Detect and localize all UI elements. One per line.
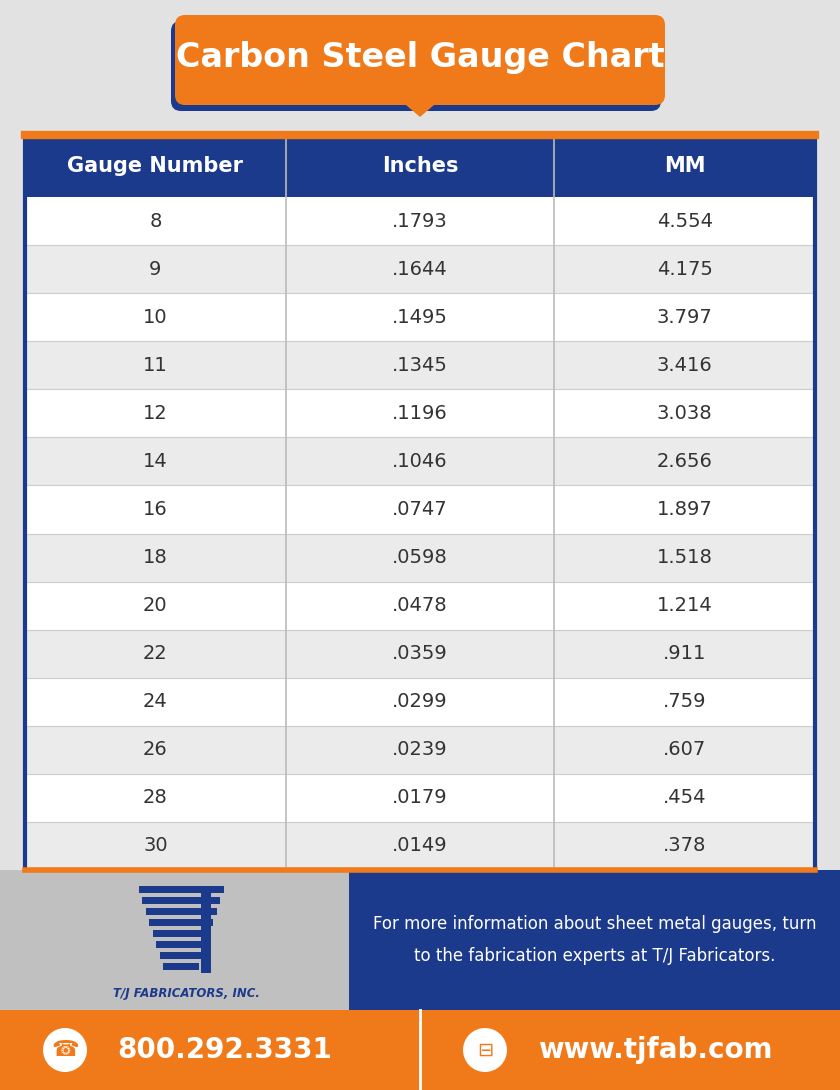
Text: .0179: .0179 [392,788,448,808]
Bar [25,245,815,293]
Text: 1.897: 1.897 [657,500,712,519]
Ellipse shape [43,1028,87,1071]
Bar [156,941,207,947]
Bar [25,678,815,726]
Text: .911: .911 [663,644,706,663]
Text: .0149: .0149 [392,836,448,856]
Text: 26: 26 [143,740,168,760]
Bar [0,1010,840,1090]
Text: .0598: .0598 [392,548,448,567]
Bar [25,582,815,630]
Bar [153,930,210,936]
Text: T/J FABRICATORS, INC.: T/J FABRICATORS, INC. [113,986,260,1000]
Text: .378: .378 [663,836,706,856]
Text: For more information about sheet metal gauges, turn
to the fabrication experts a: For more information about sheet metal g… [373,915,816,965]
Bar [25,630,815,678]
Text: 3.416: 3.416 [657,355,712,375]
Bar [139,885,224,893]
Text: .759: .759 [663,692,706,712]
FancyBboxPatch shape [175,15,665,105]
Bar [25,197,815,245]
Text: 11: 11 [143,355,168,375]
Text: .0478: .0478 [392,596,448,615]
Text: ⊟: ⊟ [477,1041,493,1059]
Bar [25,485,815,533]
Text: 18: 18 [143,548,168,567]
Text: www.tjfab.com: www.tjfab.com [538,1036,772,1064]
Text: 22: 22 [143,644,168,663]
Text: .454: .454 [663,788,706,808]
Text: 30: 30 [143,836,168,856]
Text: .1793: .1793 [392,211,448,231]
Bar [25,293,815,341]
Bar [164,962,199,969]
Bar [25,533,815,582]
Text: 4.554: 4.554 [657,211,712,231]
Text: Gauge Number: Gauge Number [67,156,244,175]
Text: Carbon Steel Gauge Chart: Carbon Steel Gauge Chart [176,41,664,74]
Text: .0359: .0359 [392,644,448,663]
Text: 24: 24 [143,692,168,712]
Bar [150,919,213,925]
Bar [25,726,815,774]
Text: 14: 14 [143,452,168,471]
Bar [25,437,815,485]
Bar [25,389,815,437]
Text: 4.175: 4.175 [657,259,712,279]
Bar [349,870,840,1010]
Text: 1.518: 1.518 [657,548,712,567]
Bar [25,341,815,389]
Bar [25,135,815,197]
Ellipse shape [463,1028,507,1071]
Text: .1196: .1196 [392,403,448,423]
Text: .0239: .0239 [392,740,448,760]
Text: .1046: .1046 [392,452,448,471]
Text: 28: 28 [143,788,168,808]
Text: .1345: .1345 [392,355,448,375]
Text: .1644: .1644 [392,259,448,279]
Text: 800.292.3331: 800.292.3331 [118,1036,333,1064]
Bar [146,908,217,915]
Bar [143,896,220,904]
FancyBboxPatch shape [171,21,661,111]
Text: Inches: Inches [381,156,459,175]
Text: .0747: .0747 [392,500,448,519]
Text: 2.656: 2.656 [657,452,712,471]
Text: 3.038: 3.038 [657,403,712,423]
Bar [160,952,203,958]
Polygon shape [392,93,448,117]
Text: .0299: .0299 [392,692,448,712]
Text: .1495: .1495 [392,307,448,327]
Bar [25,822,815,870]
Text: 3.797: 3.797 [657,307,712,327]
Text: 1.214: 1.214 [657,596,712,615]
Text: 20: 20 [143,596,168,615]
Text: ☎: ☎ [51,1040,79,1059]
Text: 9: 9 [150,259,161,279]
Text: 8: 8 [150,211,161,231]
Bar [0,870,349,1010]
Text: 16: 16 [143,500,168,519]
Text: 10: 10 [143,307,168,327]
Text: 12: 12 [143,403,168,423]
Text: MM: MM [664,156,706,175]
Text: .607: .607 [663,740,706,760]
Bar [25,774,815,822]
Bar [202,893,212,973]
